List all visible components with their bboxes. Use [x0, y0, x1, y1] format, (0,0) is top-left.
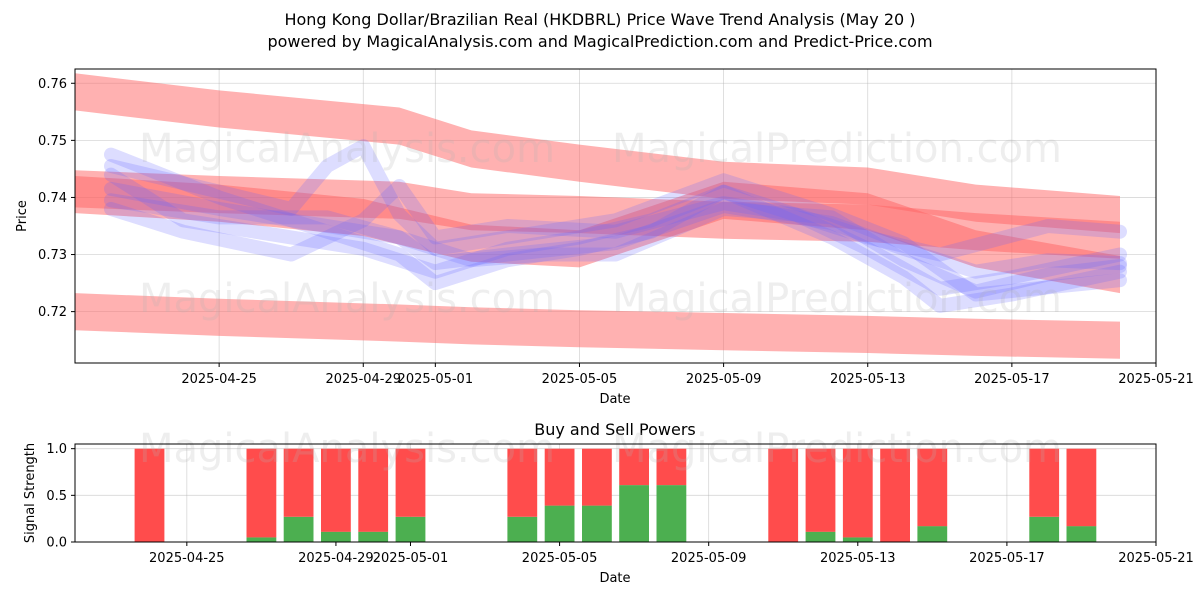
sell-bar — [395, 448, 426, 517]
buy-bar — [283, 516, 314, 542]
x-tick-label: 2025-05-05 — [522, 551, 598, 566]
x-tick-label: 2025-05-21 — [1118, 551, 1194, 566]
buy-bar — [507, 516, 538, 542]
buy-bar — [917, 526, 948, 542]
watermark: MagicalPrediction.com — [612, 426, 1062, 472]
price-wave — [104, 147, 1127, 313]
sell-bar — [842, 448, 873, 538]
buy-bar — [842, 537, 873, 542]
bottom-watermarks: MagicalAnalysis.com MagicalPrediction.co… — [139, 426, 1062, 472]
watermark: MagicalPrediction.com — [612, 126, 1062, 172]
sell-bar — [656, 448, 687, 486]
sell-bar — [1066, 448, 1097, 527]
sell-bar — [619, 448, 649, 486]
watermark: MagicalAnalysis.com — [139, 426, 555, 472]
sell-bar — [1029, 448, 1060, 517]
sell-bar — [283, 448, 314, 517]
y-tick-label: 0.72 — [38, 305, 67, 320]
buy-bar — [805, 531, 836, 542]
watermark: MagicalAnalysis.com — [139, 126, 555, 172]
trend-band — [75, 293, 1120, 359]
sell-bar — [880, 448, 910, 542]
trend-bands — [75, 73, 1120, 359]
y-tick-label: 1.0 — [46, 442, 67, 457]
sell-bar — [917, 448, 948, 527]
signal-bars — [134, 448, 1097, 542]
x-tick-label: 2025-05-17 — [974, 372, 1050, 387]
chart-title-line1: Hong Kong Dollar/Brazilian Real (HKDBRL)… — [284, 10, 915, 29]
sell-bar — [321, 448, 351, 532]
buy-bar — [656, 485, 687, 542]
buy-bar — [246, 537, 277, 542]
watermark: MagicalPrediction.com — [612, 276, 1062, 322]
x-tick-label: 2025-05-17 — [969, 551, 1045, 566]
price-wave — [104, 181, 1127, 299]
x-tick-label: 2025-04-29 — [325, 372, 401, 387]
x-tick-label: 2025-05-13 — [820, 551, 896, 566]
y-tick-label: 0.73 — [38, 248, 67, 263]
x-tick-label: 2025-05-13 — [830, 372, 906, 387]
y-tick-label: 0.0 — [46, 536, 67, 551]
buy-bar — [619, 485, 649, 542]
sell-bar — [805, 448, 836, 532]
buy-bar — [582, 505, 612, 542]
price-x-axis-label: Date — [599, 392, 630, 407]
sell-bar — [134, 448, 165, 542]
x-tick-label: 2025-05-09 — [671, 551, 747, 566]
sell-bar — [358, 448, 389, 532]
x-tick-label: 2025-05-01 — [373, 551, 449, 566]
price-y-ticks: 0.72 0.73 0.74 0.75 0.76 — [38, 77, 75, 320]
price-wave — [104, 193, 1127, 279]
buy-bar — [1066, 526, 1097, 542]
price-wave — [104, 139, 1127, 302]
price-waves — [104, 139, 1127, 313]
price-y-axis-label: Price — [15, 200, 30, 232]
price-wave — [104, 179, 1127, 262]
signal-x-axis-label: Date — [599, 571, 630, 586]
sell-bar — [246, 448, 277, 538]
signal-y-ticks: 0.0 0.5 1.0 — [46, 442, 75, 551]
buy-bar — [1029, 516, 1060, 542]
x-tick-label: 2025-04-25 — [181, 372, 257, 387]
x-tick-label: 2025-05-21 — [1118, 372, 1194, 387]
watermark: MagicalAnalysis.com — [139, 276, 555, 322]
trend-band — [75, 170, 1120, 259]
price-wave — [104, 167, 1127, 296]
x-tick-label: 2025-05-09 — [686, 372, 762, 387]
signal-y-axis-label: Signal Strength — [23, 443, 38, 543]
signal-plot: Buy and Sell Powers MagicalAnalysis.com … — [23, 420, 1194, 586]
sell-bar — [544, 448, 575, 506]
buy-bar — [358, 531, 389, 542]
sell-bar — [507, 448, 538, 517]
top-watermarks: MagicalAnalysis.com MagicalPrediction.co… — [139, 126, 1062, 322]
sell-bar — [768, 448, 799, 542]
buy-bar — [321, 531, 351, 542]
x-tick-label: 2025-04-25 — [149, 551, 225, 566]
x-tick-label: 2025-05-05 — [542, 372, 618, 387]
price-wave-plot: MagicalAnalysis.com MagicalPrediction.co… — [15, 68, 1194, 407]
chart-title-line2: powered by MagicalAnalysis.com and Magic… — [267, 32, 932, 51]
buy-bar — [395, 516, 426, 542]
price-axes-frame — [74, 68, 1157, 364]
signal-axes-frame — [74, 443, 1157, 543]
signal-chart-title: Buy and Sell Powers — [534, 420, 696, 439]
y-tick-label: 0.76 — [38, 77, 67, 92]
sell-bar — [582, 448, 612, 506]
buy-bar — [544, 505, 575, 542]
y-tick-label: 0.74 — [38, 191, 67, 206]
x-tick-label: 2025-05-01 — [398, 372, 474, 387]
x-tick-label: 2025-04-29 — [298, 551, 374, 566]
y-tick-label: 0.5 — [46, 489, 67, 504]
y-tick-label: 0.75 — [38, 134, 67, 149]
